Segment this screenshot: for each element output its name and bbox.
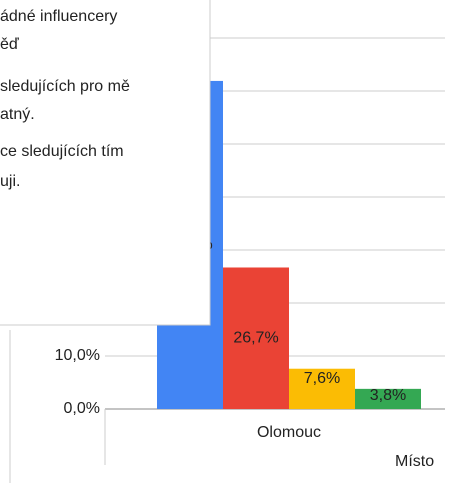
legend-text: ěď <box>0 36 19 53</box>
bar <box>289 368 355 409</box>
data-label: 7,6% <box>304 370 340 387</box>
data-label: 26,7% <box>233 329 278 346</box>
legend-text: atný. <box>0 106 35 123</box>
y-tick-label: 0,0% <box>64 400 100 417</box>
legend-text: ce sledujících tím <box>0 143 124 160</box>
legend-text: uji. <box>0 173 20 190</box>
x-tick-label: Olomouc <box>257 424 321 441</box>
data-label: 3,8% <box>370 387 406 404</box>
legend-box <box>0 0 211 326</box>
legend-text: sledujících pro mě <box>0 78 130 95</box>
y-tick-label: 10,0% <box>55 347 100 364</box>
bar <box>355 388 421 409</box>
bar <box>223 267 289 409</box>
x-axis-title: Místo <box>395 453 434 470</box>
legend-text: ádné influencery <box>0 8 117 25</box>
